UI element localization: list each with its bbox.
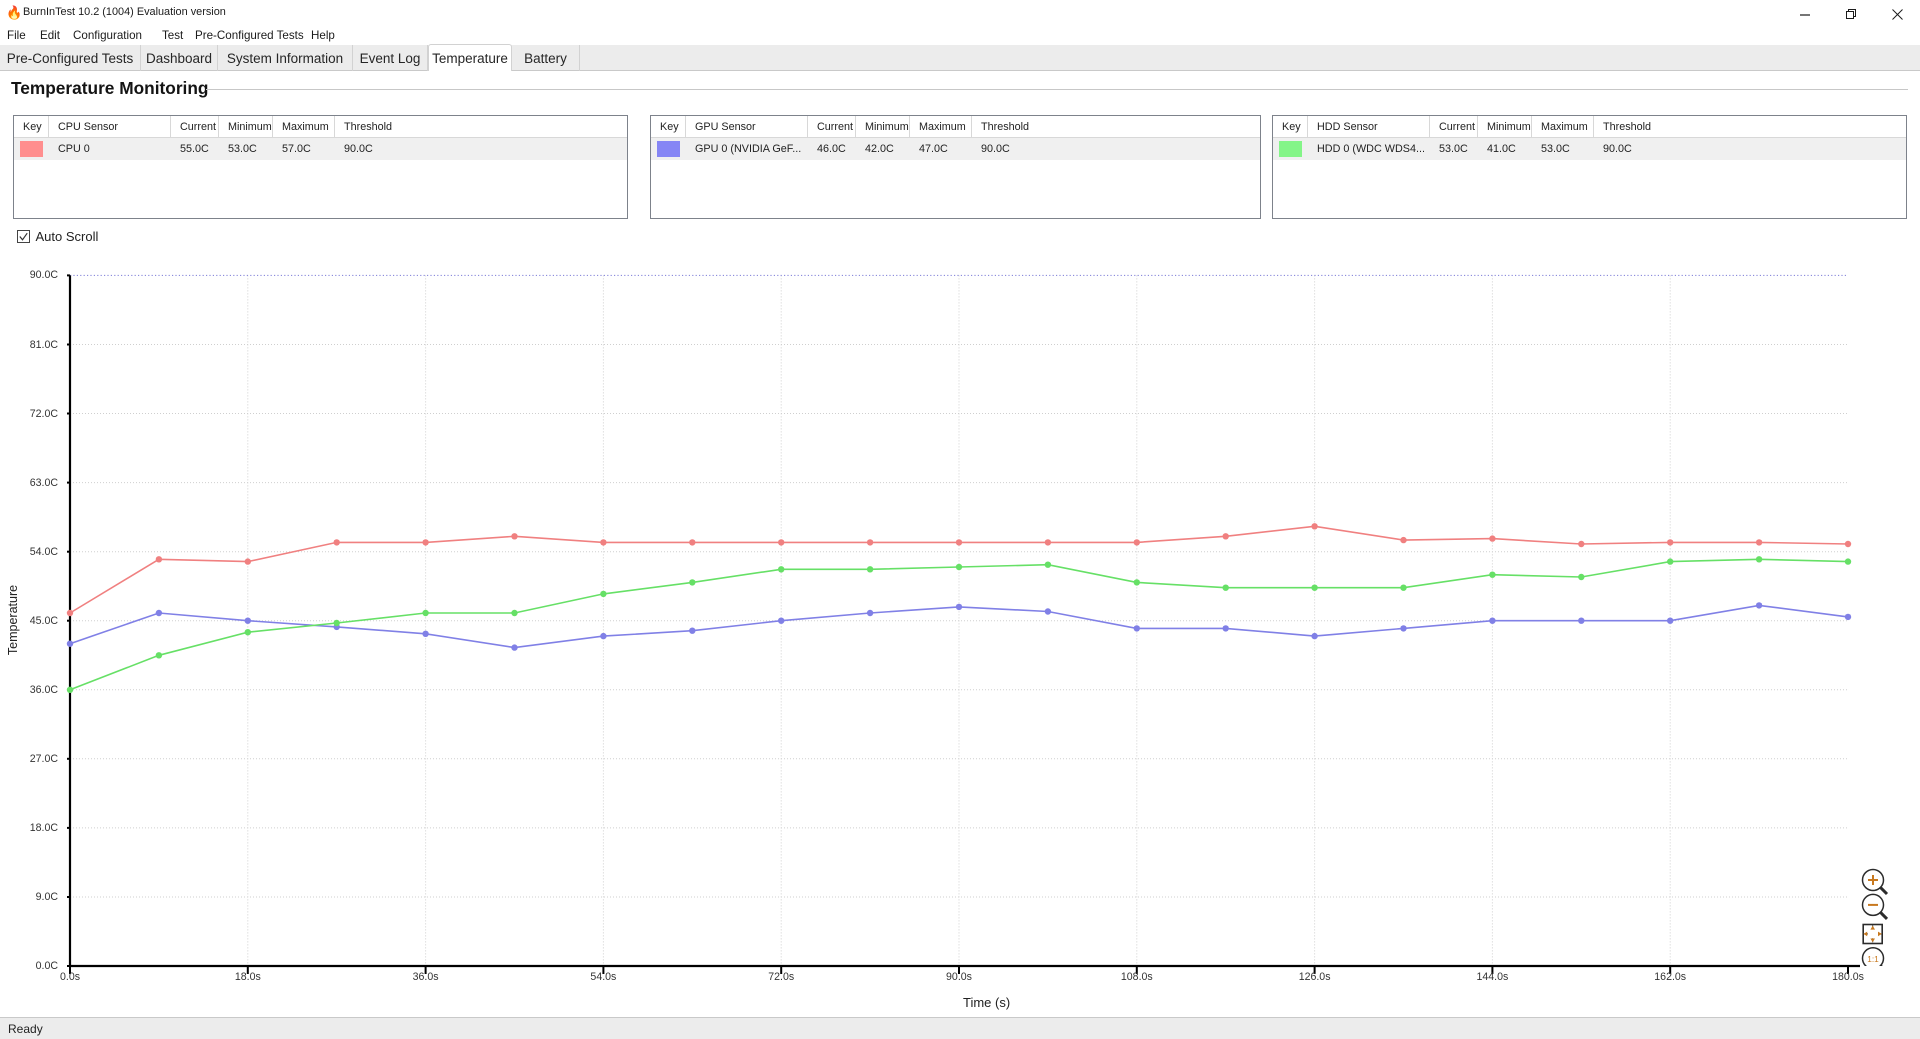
svg-text:1:1: 1:1 — [1867, 954, 1879, 964]
